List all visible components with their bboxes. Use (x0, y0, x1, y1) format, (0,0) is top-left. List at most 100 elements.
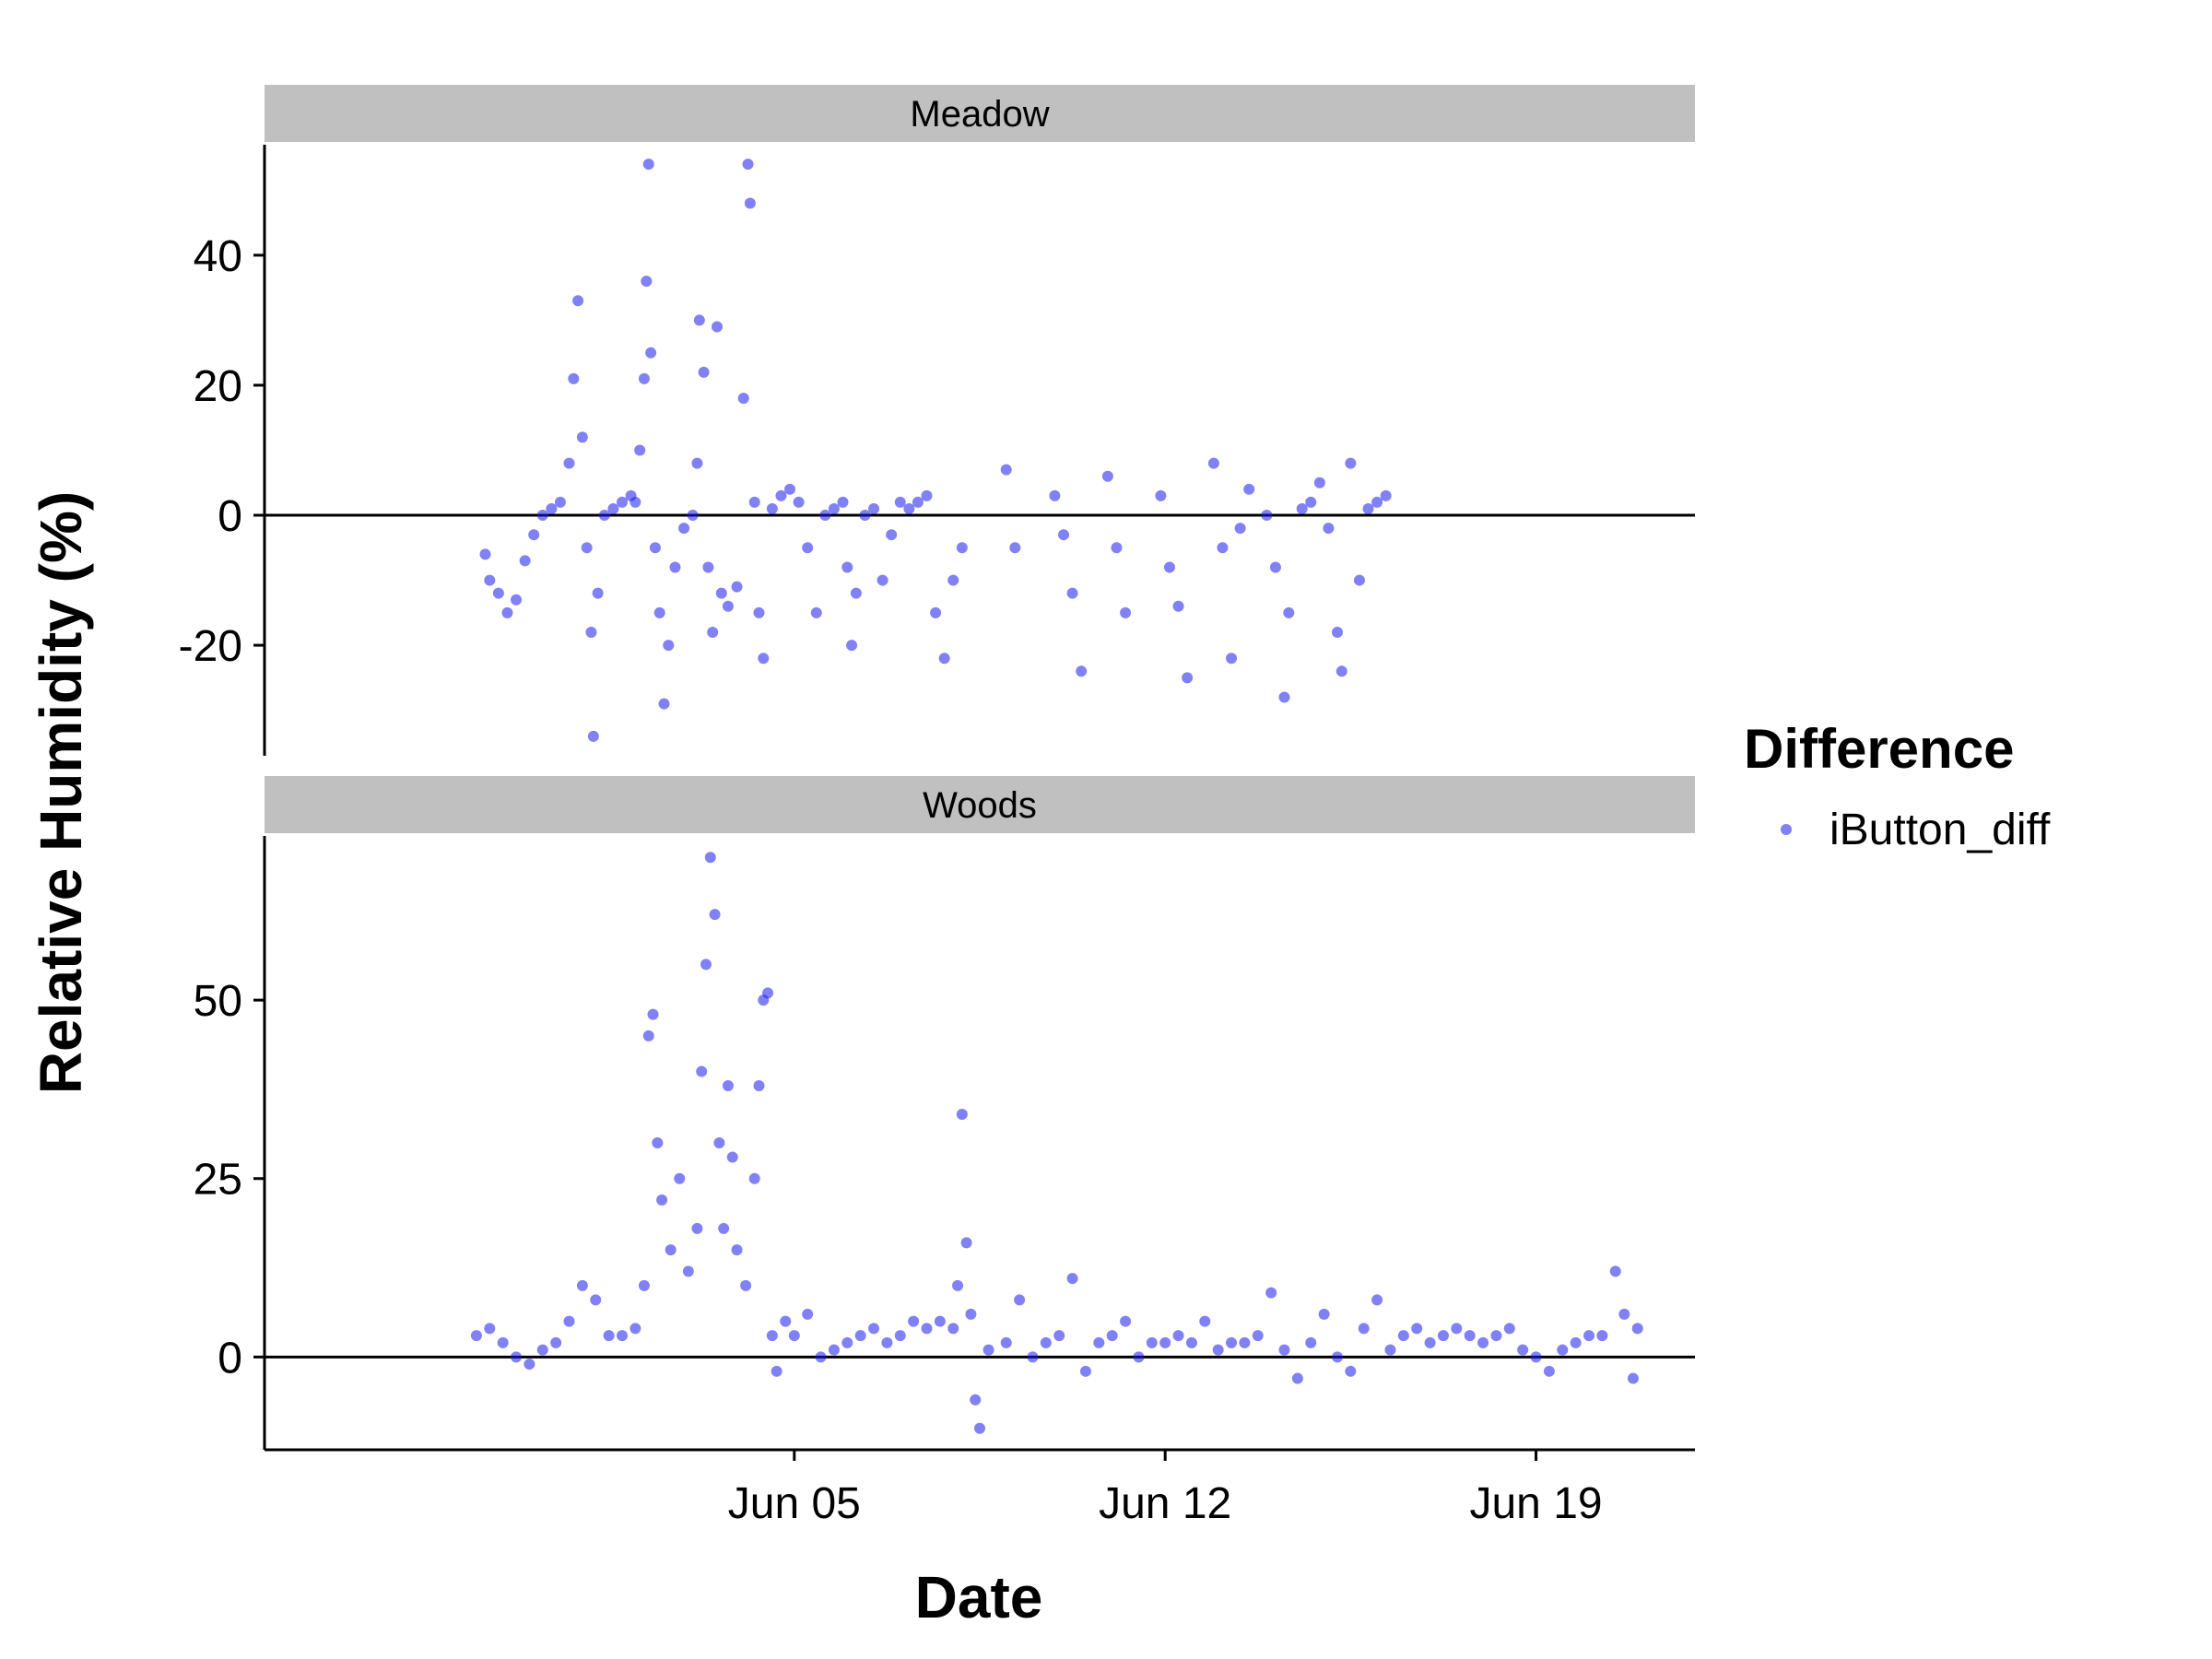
data-point (484, 574, 496, 586)
data-point (598, 510, 610, 522)
data-point (1335, 665, 1347, 677)
data-point (1079, 1365, 1091, 1377)
data-point (641, 276, 653, 288)
data-point (603, 1330, 615, 1342)
x-tick-label: Jun 19 (1469, 1479, 1602, 1528)
data-point (1503, 1323, 1515, 1335)
data-point (1490, 1330, 1502, 1342)
data-point (1269, 561, 1281, 573)
data-point (758, 653, 770, 665)
data-point (693, 314, 705, 326)
data-point (642, 159, 654, 171)
data-point (894, 1330, 906, 1342)
data-point (850, 587, 862, 599)
data-point (1411, 1323, 1423, 1335)
data-point (656, 1194, 668, 1206)
data-point (1464, 1330, 1476, 1342)
data-point (771, 1365, 782, 1377)
data-point (780, 1315, 792, 1327)
data-point (607, 502, 619, 514)
data-point (546, 502, 558, 514)
data-point (1313, 477, 1325, 488)
data-point (742, 159, 754, 171)
data-point (938, 653, 950, 665)
data-point (501, 606, 513, 618)
data-point (921, 1323, 933, 1335)
data-point (1437, 1330, 1449, 1342)
facet-strip-woods (265, 776, 1695, 833)
data-point (634, 444, 646, 456)
data-point (687, 510, 699, 522)
data-point (1252, 1330, 1264, 1342)
data-point (572, 295, 584, 307)
data-point (1053, 1330, 1065, 1342)
data-point (718, 1222, 730, 1234)
data-point (1318, 1308, 1330, 1320)
data-point (1371, 1294, 1383, 1306)
data-point (700, 959, 712, 971)
x-tick-label: Jun 12 (1099, 1479, 1231, 1528)
data-point (1323, 523, 1335, 535)
data-point (652, 1137, 664, 1148)
data-point (576, 431, 588, 443)
data-point (748, 496, 760, 508)
data-point (554, 496, 566, 508)
data-point (934, 1315, 946, 1327)
legend-key-point (1781, 824, 1792, 835)
data-point (629, 496, 641, 508)
data-point (524, 1359, 535, 1371)
data-point (775, 489, 787, 501)
data-point (1596, 1330, 1608, 1342)
x-tick-label: Jun 05 (728, 1479, 861, 1528)
data-point (653, 606, 665, 618)
data-point (1101, 470, 1113, 482)
data-point (1265, 1287, 1277, 1299)
data-point (638, 1279, 650, 1291)
data-point (702, 561, 714, 573)
data-point (793, 496, 805, 508)
data-point (894, 496, 906, 508)
data-point (960, 1237, 972, 1249)
data-point (868, 502, 880, 514)
data-point (1212, 1344, 1224, 1356)
data-point (492, 587, 504, 599)
x-axis-title: Date (915, 1564, 1043, 1630)
data-point (642, 1030, 654, 1041)
data-point (682, 1265, 694, 1277)
y-tick-label: 50 (194, 977, 242, 1026)
data-point (740, 1279, 752, 1291)
data-point (696, 1065, 708, 1077)
data-point (854, 1330, 866, 1342)
data-point (479, 548, 491, 560)
data-point (1305, 496, 1317, 508)
data-point (536, 1344, 548, 1356)
data-point (1066, 587, 1078, 599)
data-point (908, 1315, 920, 1327)
data-point (947, 1323, 959, 1335)
y-tick-label: 0 (218, 1334, 242, 1382)
data-point (707, 626, 719, 638)
data-point (691, 457, 703, 469)
data-point (1583, 1330, 1595, 1342)
data-point (1451, 1323, 1463, 1335)
panel-woods: Woods 0 25 50 (194, 776, 1695, 1450)
data-point (753, 1080, 765, 1092)
data-point (766, 1330, 778, 1342)
data-point (1040, 1336, 1052, 1348)
facet-strip-meadow (265, 85, 1695, 142)
data-point (788, 1330, 800, 1342)
data-point (859, 510, 871, 522)
data-point (1543, 1365, 1555, 1377)
data-point (1120, 606, 1132, 618)
points-woods (470, 852, 1643, 1434)
data-point (886, 529, 898, 541)
data-point (965, 1308, 977, 1320)
data-point (1234, 523, 1246, 535)
data-point (470, 1330, 482, 1342)
y-tick-label: 25 (194, 1156, 242, 1205)
data-point (912, 496, 924, 508)
data-point (1557, 1344, 1569, 1356)
data-point (819, 510, 831, 522)
data-point (1172, 1330, 1184, 1342)
